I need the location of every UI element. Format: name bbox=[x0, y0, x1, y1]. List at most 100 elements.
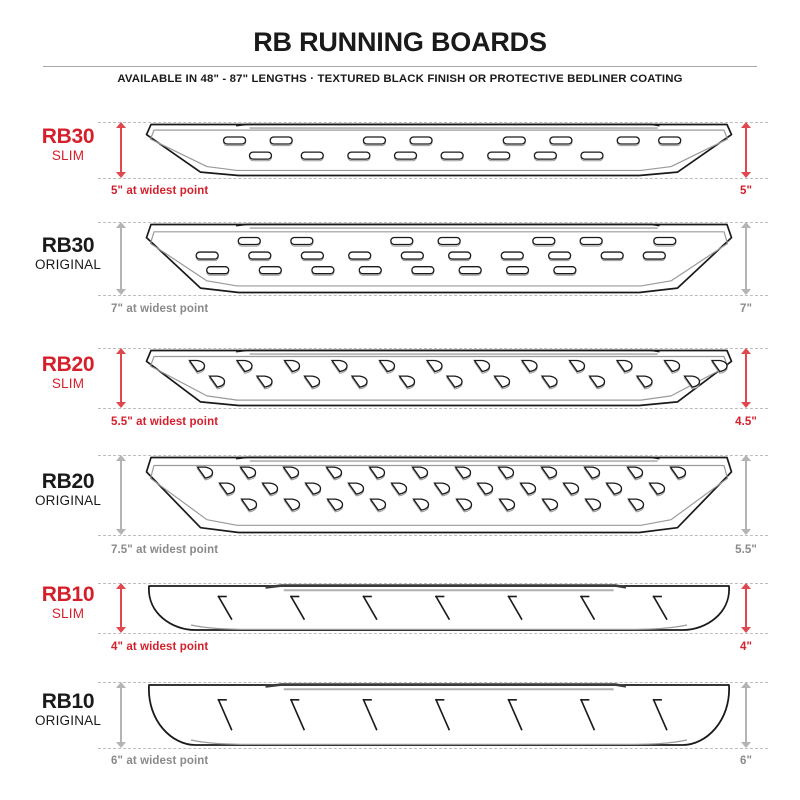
arrow-shaft bbox=[745, 226, 747, 291]
arrow-head-up-icon bbox=[116, 583, 126, 589]
page-title: RB RUNNING BOARDS bbox=[253, 27, 547, 57]
guide-line-bottom bbox=[98, 748, 768, 749]
arrow-head-down-icon bbox=[741, 627, 751, 633]
arrow-head-down-icon bbox=[741, 742, 751, 748]
dimension-arrow-right bbox=[740, 682, 752, 748]
width-caption-left: 7.5" at widest point bbox=[111, 544, 219, 556]
guide-line-top bbox=[98, 348, 768, 349]
board-illustration bbox=[145, 349, 733, 407]
model-name: RB20 bbox=[41, 353, 95, 376]
dimension-arrow-right bbox=[740, 455, 752, 535]
arrow-shaft bbox=[120, 686, 122, 744]
dimension-arrow-left bbox=[115, 222, 127, 295]
arrow-head-up-icon bbox=[741, 682, 751, 688]
arrow-head-up-icon bbox=[741, 348, 751, 354]
guide-line-bottom bbox=[98, 535, 768, 536]
arrow-shaft bbox=[120, 126, 122, 174]
guide-line-bottom bbox=[98, 178, 768, 179]
dimension-arrow-right bbox=[740, 122, 752, 178]
arrow-head-up-icon bbox=[116, 222, 126, 228]
guide-line-top bbox=[98, 222, 768, 223]
dimension-arrow-right bbox=[740, 222, 752, 295]
model-name: RB20 bbox=[41, 470, 95, 493]
arrow-shaft bbox=[745, 587, 747, 629]
width-caption-right: 4" bbox=[739, 641, 753, 653]
arrow-shaft bbox=[745, 126, 747, 174]
page-subtitle: AVAILABLE IN 48" - 87" LENGTHS · TEXTURE… bbox=[117, 73, 683, 85]
arrow-head-down-icon bbox=[741, 172, 751, 178]
width-caption-right: 6" bbox=[739, 755, 753, 767]
guide-line-top bbox=[98, 682, 768, 683]
arrow-head-up-icon bbox=[741, 455, 751, 461]
arrow-head-down-icon bbox=[116, 529, 126, 535]
guide-line-bottom bbox=[98, 408, 768, 409]
arrow-head-up-icon bbox=[116, 682, 126, 688]
arrow-head-up-icon bbox=[741, 583, 751, 589]
model-name: RB30 bbox=[41, 125, 95, 148]
width-caption-left: 7" at widest point bbox=[111, 303, 209, 315]
board-illustration bbox=[145, 456, 733, 534]
arrow-head-down-icon bbox=[116, 402, 126, 408]
board-illustration bbox=[148, 584, 730, 631]
arrow-head-down-icon bbox=[116, 742, 126, 748]
model-variant: ORIGINAL bbox=[34, 713, 102, 729]
product-label: RB20 ORIGINAL bbox=[18, 470, 118, 510]
arrow-shaft bbox=[745, 459, 747, 531]
arrow-shaft bbox=[120, 352, 122, 404]
arrow-head-down-icon bbox=[116, 289, 126, 295]
product-label: RB30 SLIM bbox=[18, 125, 118, 165]
dimension-arrow-left bbox=[115, 583, 127, 633]
product-label: RB10 ORIGINAL bbox=[18, 690, 118, 730]
model-name: RB10 bbox=[41, 583, 95, 606]
width-caption-right: 5" bbox=[739, 185, 753, 197]
arrow-head-down-icon bbox=[741, 402, 751, 408]
arrow-head-down-icon bbox=[116, 172, 126, 178]
arrow-head-up-icon bbox=[116, 455, 126, 461]
width-caption-left: 6" at widest point bbox=[111, 755, 209, 767]
arrow-head-down-icon bbox=[116, 627, 126, 633]
dimension-arrow-left bbox=[115, 455, 127, 535]
arrow-shaft bbox=[120, 587, 122, 629]
width-caption-left: 4" at widest point bbox=[111, 641, 209, 653]
dimension-arrow-left bbox=[115, 122, 127, 178]
guide-line-top bbox=[98, 583, 768, 584]
model-name: RB30 bbox=[41, 233, 95, 257]
model-variant: SLIM bbox=[51, 148, 85, 164]
width-caption-right: 4.5" bbox=[735, 416, 757, 428]
guide-line-bottom bbox=[98, 633, 768, 634]
arrow-head-up-icon bbox=[741, 222, 751, 228]
product-label: RB10 SLIM bbox=[18, 583, 118, 623]
arrow-head-up-icon bbox=[116, 122, 126, 128]
page-header: RB RUNNING BOARDS AVAILABLE IN 48" - 87"… bbox=[0, 0, 800, 100]
model-variant: ORIGINAL bbox=[34, 493, 102, 509]
guide-line-top bbox=[98, 455, 768, 456]
dimension-arrow-right bbox=[740, 583, 752, 633]
arrow-shaft bbox=[120, 226, 122, 291]
dimension-arrow-left bbox=[115, 348, 127, 408]
arrow-shaft bbox=[745, 352, 747, 404]
product-label: RB30 ORIGINAL bbox=[18, 233, 118, 274]
board-illustration bbox=[145, 223, 733, 294]
header-divider bbox=[43, 66, 757, 67]
width-caption-right: 7" bbox=[739, 303, 753, 315]
product-label: RB20 SLIM bbox=[18, 353, 118, 393]
guide-line-bottom bbox=[98, 295, 768, 296]
model-variant: SLIM bbox=[51, 376, 85, 392]
arrow-shaft bbox=[120, 459, 122, 531]
width-caption-left: 5" at widest point bbox=[111, 185, 209, 197]
arrow-shaft bbox=[745, 686, 747, 744]
model-variant: ORIGINAL bbox=[34, 256, 102, 272]
model-variant: SLIM bbox=[51, 606, 85, 622]
model-name: RB10 bbox=[41, 690, 95, 713]
dimension-arrow-left bbox=[115, 682, 127, 748]
board-illustration bbox=[148, 683, 730, 746]
dimension-arrow-right bbox=[740, 348, 752, 408]
arrow-head-down-icon bbox=[741, 529, 751, 535]
board-illustration bbox=[145, 123, 733, 177]
width-caption-left: 5.5" at widest point bbox=[111, 416, 219, 428]
arrow-head-down-icon bbox=[741, 289, 751, 295]
arrow-head-up-icon bbox=[116, 348, 126, 354]
guide-line-top bbox=[98, 122, 768, 123]
arrow-head-up-icon bbox=[741, 122, 751, 128]
